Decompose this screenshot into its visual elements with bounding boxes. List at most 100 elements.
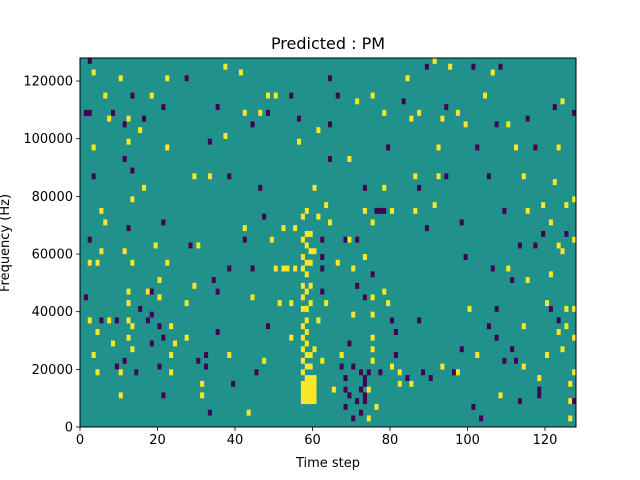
heatmap-cell [304,363,309,370]
heatmap-cell [300,282,305,289]
heatmap-cell [514,144,519,151]
heatmap-cell [258,184,263,191]
heatmap-cell [304,288,309,295]
heatmap-cell [572,236,577,243]
heatmap-cell [572,398,577,405]
heatmap-cell [552,104,557,111]
heatmap-cell [118,75,123,82]
heatmap-cell [122,248,127,255]
heatmap-cell [328,121,333,128]
heatmap-cell [459,346,464,353]
heatmap-cell [525,115,530,122]
heatmap-cell [107,317,112,324]
heatmap-cell [153,242,158,249]
x-tick-label: 100 [455,433,480,448]
heatmap-cell [347,392,352,399]
heatmap-cell [126,225,131,232]
heatmap-cell [328,219,333,226]
heatmap-cell [126,115,131,122]
heatmap-cell [312,375,317,382]
y-tick-label: 40000 [32,305,73,320]
heatmap-cell [246,409,251,416]
y-tick-label: 100000 [23,132,73,147]
heatmap-cell [300,369,305,376]
heatmap-cell [560,98,565,105]
heatmap-cell [444,173,449,180]
heatmap-cell [300,236,305,243]
heatmap-cell [130,92,135,99]
heatmap-cell [204,363,209,370]
heatmap-cell [548,305,553,312]
heatmap-cell [204,352,209,358]
heatmap-cell [304,352,309,358]
heatmap-cell [207,138,212,145]
heatmap-cell [370,294,375,301]
heatmap-cell [498,63,503,70]
heatmap-cell [157,363,162,370]
heatmap-cell [525,207,530,214]
heatmap-cell [347,236,352,243]
heatmap-cell [126,288,131,295]
heatmap-cell [130,346,135,353]
heatmap-cell [502,357,507,364]
heatmap-cell [572,109,577,116]
heatmap-cell [99,207,104,214]
heatmap-cell [552,179,557,185]
heatmap-cell [149,340,154,347]
heatmap-cell [300,265,305,272]
heatmap-cell [308,363,313,370]
heatmap-cell [192,173,197,180]
heatmap-cell [316,317,321,324]
heatmap-cell [300,305,305,312]
heatmap-cell [304,375,309,382]
heatmap-cell [362,375,367,382]
heatmap-cell [436,144,441,151]
x-axis-label: Time step [295,456,360,471]
heatmap-cell [138,305,143,312]
heatmap-cell [517,398,522,405]
heatmap-cell [300,213,305,220]
heatmap-cell [502,207,507,214]
heatmap-cell [300,380,305,387]
heatmap-cell [347,340,352,347]
heatmap-cell [262,357,267,364]
heatmap-cell [533,242,538,249]
heatmap-cell [118,369,123,376]
heatmap-cell [304,328,309,335]
heatmap-cell [320,357,325,364]
heatmap-cell [242,109,247,116]
heatmap-cell [161,104,166,111]
heatmap-cell [405,75,410,82]
heatmap-cell [114,317,119,324]
heatmap-cell [269,236,274,243]
heatmap-cell [413,207,418,214]
heatmap-cell [281,265,286,272]
heatmap-cell [242,225,247,232]
heatmap-cell [289,300,294,307]
heatmap-cell [366,369,371,376]
heatmap-cell [568,398,573,405]
heatmap-cell [343,236,348,243]
heatmap-cell [494,305,499,312]
heatmap-cell [359,369,364,376]
heatmap-cell [169,352,174,358]
heatmap-cell [486,173,491,180]
heatmap-cell [397,380,402,387]
heatmap-cell [262,213,267,220]
heatmap-cell [300,323,305,330]
heatmap-cell [475,352,480,358]
heatmap-cell [297,115,302,122]
heatmap-cell [304,305,309,312]
plot-frame [79,57,577,428]
heatmap-cell [95,259,100,266]
heatmap-cell [87,58,92,64]
heatmap-cell [444,104,449,111]
heatmap-cell [211,277,216,284]
heatmap-cell [436,173,441,180]
heatmap-cell [107,115,112,122]
heatmap-cell [192,282,197,289]
heatmap-cell [169,323,174,330]
heatmap-cell [300,334,305,341]
heatmap-cell [370,334,375,341]
heatmap-cell [130,323,135,330]
